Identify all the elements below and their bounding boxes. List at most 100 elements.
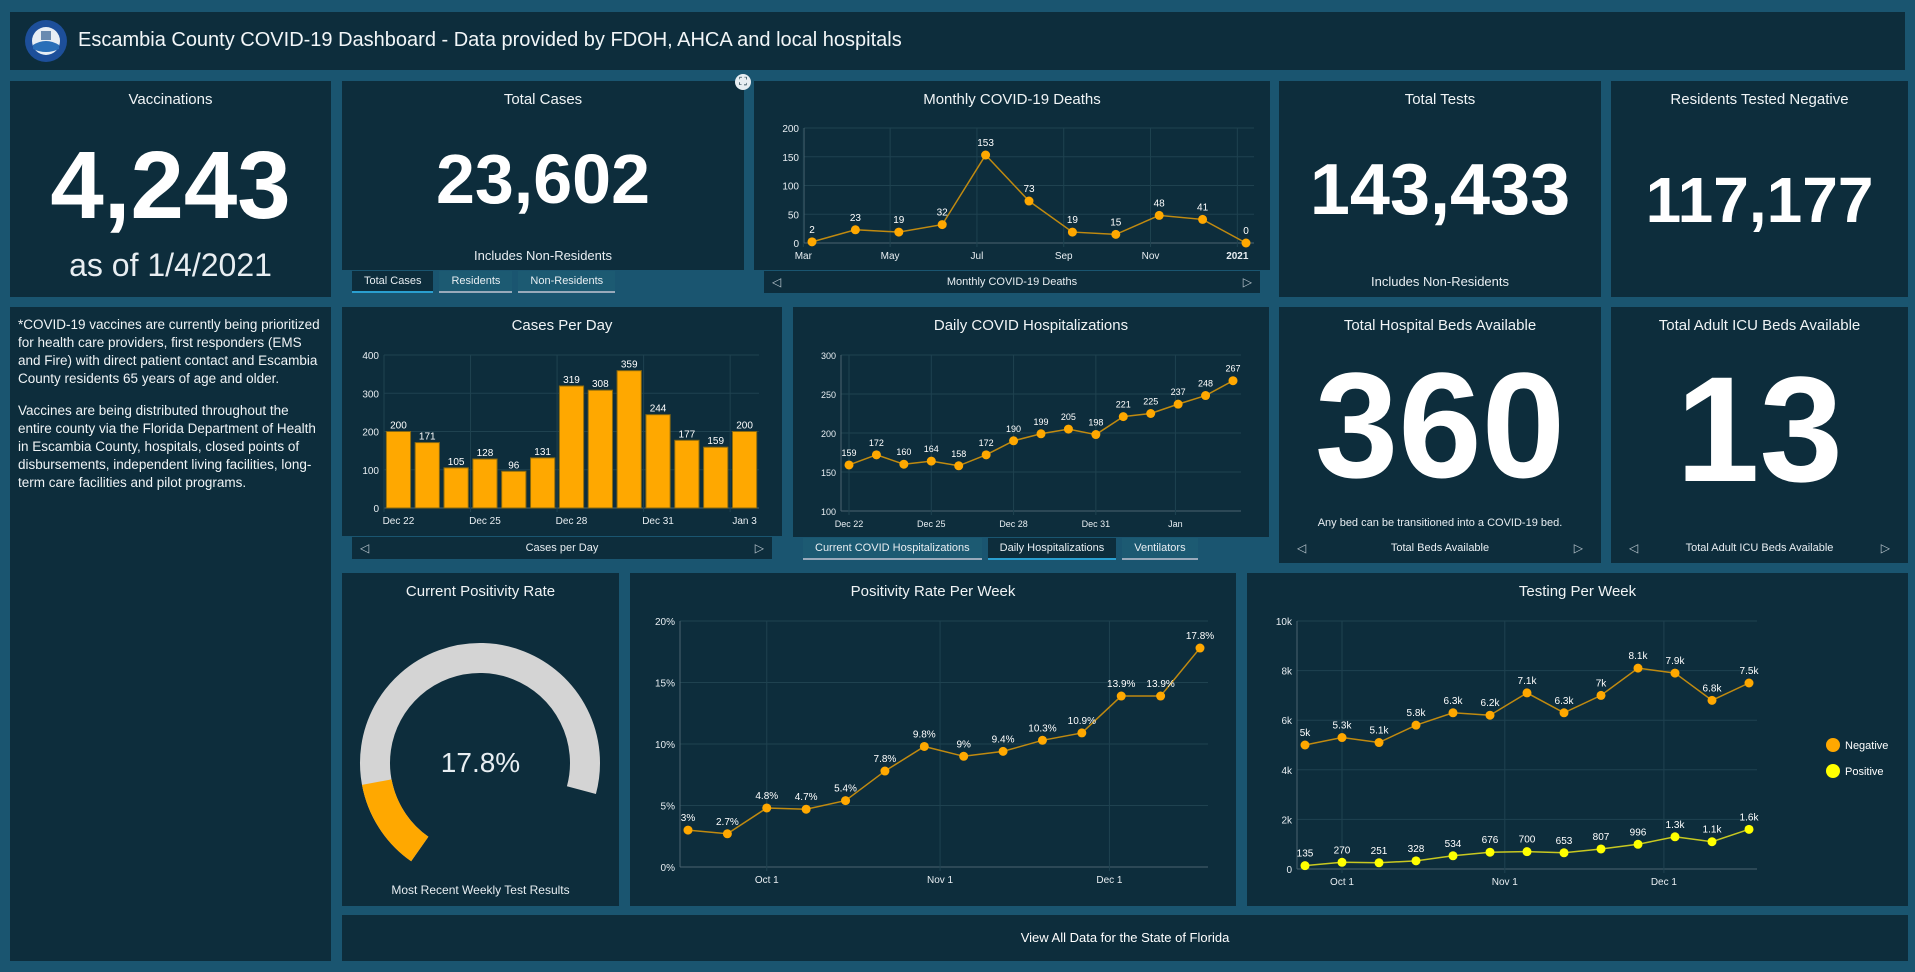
data-point [1063, 424, 1073, 434]
prev-arrow-icon[interactable]: ◁ [1629, 541, 1639, 555]
data-label: 205 [1061, 412, 1076, 422]
data-label: 13.9% [1146, 679, 1174, 690]
icu-beds-panel: Total Adult ICU Beds Available 13 [1611, 307, 1908, 563]
x-tick-label: Nov 1 [927, 875, 954, 886]
data-point [926, 456, 936, 466]
data-label: 48 [1154, 198, 1166, 209]
positivity-value: 17.8% [440, 747, 521, 778]
data-label: 159 [707, 436, 724, 447]
bar [385, 431, 412, 509]
data-label: 6.3k [1555, 696, 1575, 707]
total-tests-note: Includes Non-Residents [1370, 274, 1510, 289]
data-point [1037, 735, 1047, 745]
data-label: 359 [621, 360, 638, 371]
y-tick-label: 2k [1281, 815, 1293, 826]
data-label: 328 [1408, 844, 1425, 855]
data-label: 7.9k [1666, 656, 1686, 667]
cases-per-day-title: Cases Per Day [511, 317, 613, 334]
bar [530, 457, 556, 509]
cases-per-day-panel: Cases Per Day 0 100 200 300 400 Dec 22 Dec 25 D… [342, 307, 782, 536]
positivity-panel: Current Positivity Rate 17.8% Most Recen… [342, 573, 619, 906]
legend-marker-positive [1826, 764, 1840, 778]
x-tick-label: Dec 31 [1082, 519, 1111, 529]
data-label: 676 [1482, 835, 1499, 846]
x-tick-label: Jan 3 [732, 516, 757, 527]
tab-total-cases[interactable]: Total Cases [352, 271, 434, 293]
data-point [1485, 847, 1495, 857]
data-label: 19 [1067, 215, 1079, 226]
next-arrow-icon[interactable]: ▷ [1242, 275, 1252, 289]
data-label: 9.4% [992, 734, 1015, 745]
data-label: 653 [1556, 836, 1573, 847]
positivity-note: Most Recent Weekly Test Results [391, 883, 570, 897]
data-label: 2 [809, 225, 815, 236]
tab-ventilators[interactable]: Ventilators [1122, 538, 1198, 560]
data-point [1228, 376, 1238, 386]
data-point [1300, 861, 1310, 871]
positivity-rate-panel: Positivity Rate Per Week 0% 5% 10% 15% 20% Oc… [630, 573, 1236, 906]
data-point [807, 237, 817, 247]
hospital-beds-value: 360 [1314, 341, 1566, 509]
tab-current-covid-hospitalizations[interactable]: Current COVID Hospitalizations [803, 538, 982, 560]
cases-per-day-chart: 0 100 200 300 400 Dec 22 Dec 25 Dec 28 Dec 31 Jan… [362, 351, 759, 527]
next-arrow-icon[interactable]: ▷ [1880, 541, 1890, 555]
data-label: 2.7% [716, 817, 739, 828]
x-tick-label: Dec 22 [383, 516, 415, 527]
cases-per-day-footer-label: Cases per Day [525, 542, 599, 554]
x-tick-label: Oct 1 [1330, 877, 1354, 888]
data-label: 171 [419, 432, 436, 443]
next-arrow-icon[interactable]: ▷ [1573, 541, 1583, 555]
vaccine-info-paragraph-2: Vaccines are being distributed throughou… [18, 403, 316, 490]
data-point [762, 803, 772, 813]
y-tick-label: 0 [793, 239, 799, 250]
tab-residents[interactable]: Residents [439, 271, 513, 293]
data-label: 200 [736, 421, 753, 432]
data-label: 270 [1334, 845, 1351, 856]
state-data-link[interactable]: View All Data for the State of Florida [342, 915, 1908, 961]
y-tick-label: 150 [821, 468, 836, 478]
bar [443, 467, 469, 509]
data-label: 172 [979, 438, 994, 448]
expand-icon[interactable]: ⛶ [735, 74, 751, 90]
data-label: 5.3k [1333, 721, 1353, 732]
data-label: 158 [951, 449, 966, 459]
data-label: 1.3k [1666, 820, 1686, 831]
tab-non-residents[interactable]: Non-Residents [518, 271, 616, 293]
data-label: 319 [563, 375, 580, 386]
tested-negative-panel: Residents Tested Negative 117,177 [1611, 81, 1908, 297]
data-label: 190 [1006, 424, 1021, 434]
dashboard-title: Escambia County COVID-19 Dashboard - Dat… [78, 29, 902, 51]
tab-daily-hospitalizations[interactable]: Daily Hospitalizations [987, 538, 1117, 560]
y-tick-label: 6k [1281, 716, 1293, 727]
data-label: 237 [1171, 387, 1186, 397]
y-tick-label: 5% [661, 802, 676, 813]
positivity-rate-title: Positivity Rate Per Week [850, 583, 1016, 600]
data-label: 128 [477, 448, 494, 459]
positivity-gauge [360, 643, 600, 862]
data-label: 135 [1297, 849, 1314, 860]
data-label: 10.3% [1028, 723, 1056, 734]
prev-arrow-icon[interactable]: ◁ [772, 275, 782, 289]
data-point [841, 796, 851, 806]
data-point [1118, 412, 1128, 422]
testing-title: Testing Per Week [1518, 583, 1637, 600]
x-tick-label: Sep [1055, 251, 1073, 261]
data-point [1411, 856, 1421, 866]
positivity-rate-chart: 0% 5% 10% 15% 20% Oct 1 Nov 1 Dec 1 3% 2.7% 4.8% 4.… [655, 617, 1214, 886]
data-point [1173, 399, 1183, 409]
data-label: 23 [850, 213, 862, 224]
vaccinations-panel: Vaccinations 4,243 as of 1/4/2021 [10, 81, 331, 297]
next-arrow-icon[interactable]: ▷ [754, 541, 764, 555]
y-tick-label: 100 [821, 507, 836, 517]
total-cases-title: Total Cases [503, 91, 583, 108]
data-point [1146, 409, 1156, 418]
vaccinations-date: as of 1/4/2021 [69, 247, 272, 283]
data-label: 248 [1198, 379, 1213, 389]
data-label: 308 [592, 379, 609, 390]
data-label: 73 [1023, 184, 1035, 195]
data-point [1300, 740, 1310, 750]
prev-arrow-icon[interactable]: ◁ [1297, 541, 1307, 555]
prev-arrow-icon[interactable]: ◁ [360, 541, 370, 555]
data-label: 172 [869, 438, 884, 448]
